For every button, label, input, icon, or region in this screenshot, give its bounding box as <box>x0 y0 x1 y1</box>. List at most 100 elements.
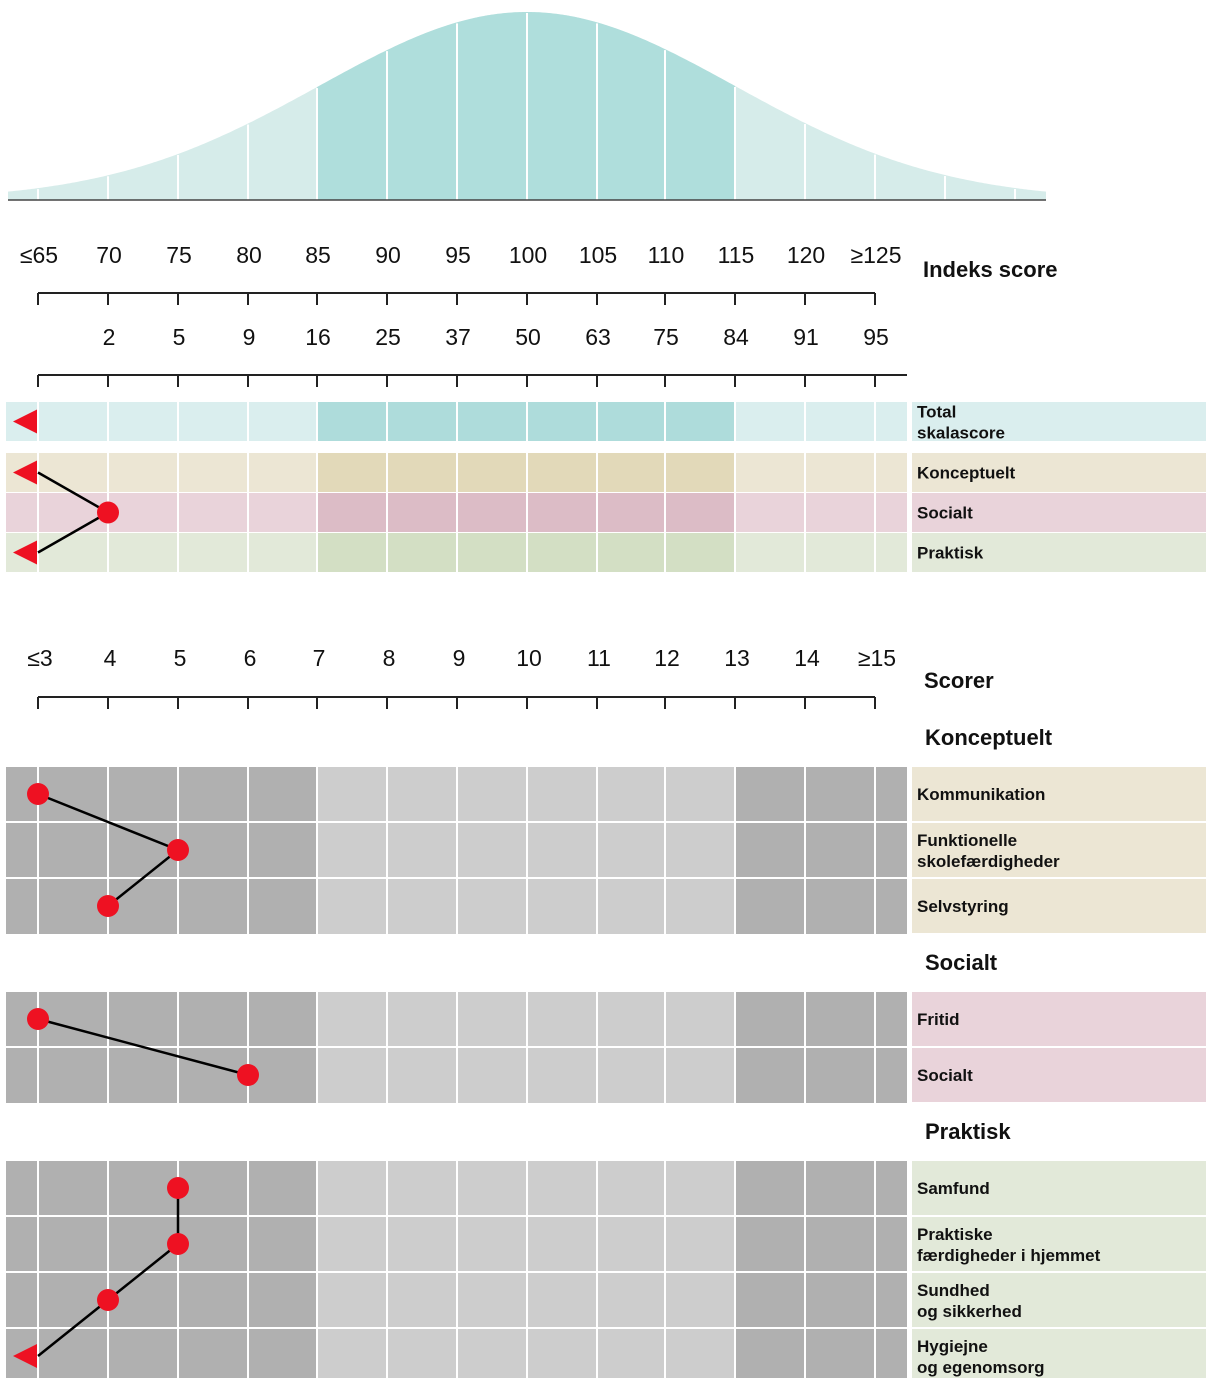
group-title-socialt: Socialt <box>925 950 998 975</box>
index-row-total-bg <box>912 402 1206 441</box>
index-tick-label: ≥125 <box>851 242 902 268</box>
scaled-row-label: Socialt <box>917 1066 973 1085</box>
group-title-praktisk: Praktisk <box>925 1119 1011 1144</box>
scaled-row-label: Hygiejne <box>917 1337 988 1356</box>
percentile-tick-label: 95 <box>863 324 889 350</box>
scaled-tick-label: 13 <box>724 645 750 671</box>
scaled-band <box>6 1327 907 1378</box>
scaled-row-bg <box>912 992 1206 1046</box>
percentile-tick-label: 5 <box>173 324 186 350</box>
score-band <box>6 533 907 572</box>
score-band <box>6 453 907 492</box>
scaled-tick-label: 11 <box>587 645 611 671</box>
scaled-row-label: Samfund <box>917 1179 990 1198</box>
index-tick-label: 80 <box>236 242 262 268</box>
scaled-row-bg <box>912 879 1206 933</box>
scaled-row-bg <box>912 823 1206 877</box>
scaled-row-bg <box>912 1217 1206 1271</box>
scaled-row-bg <box>912 1273 1206 1327</box>
scaled-row-bg <box>912 767 1206 821</box>
scaled-row-label: og egenomsorg <box>917 1358 1045 1377</box>
percentile-tick-label: 25 <box>375 324 401 350</box>
scaled-band <box>6 821 907 878</box>
index-tick-label: 120 <box>787 242 825 268</box>
scaled-row-bg <box>912 1161 1206 1215</box>
index-total-triangle-marker <box>13 409 37 434</box>
index-socialt-circle-marker <box>97 501 119 524</box>
scaled-tick-label: 12 <box>654 645 680 671</box>
scaled-tick-label: 10 <box>516 645 542 671</box>
index-row-praktisk-label: Praktisk <box>917 544 984 563</box>
index-row-total-label: skalascore <box>917 424 1005 443</box>
scaled-socialt-circle-marker <box>237 1064 259 1086</box>
subdomain-profile-line-praktisk <box>37 1188 180 1357</box>
scaled-band <box>6 990 907 1047</box>
scaled-tick-label: 4 <box>104 645 117 671</box>
index-tick-label: 70 <box>96 242 122 268</box>
index-tick-label: 75 <box>166 242 192 268</box>
percentile-tick-label: 84 <box>723 324 749 350</box>
index-tick-label: 85 <box>305 242 331 268</box>
scaled-tick-label: 6 <box>244 645 257 671</box>
percentile-tick-label: 16 <box>305 324 331 350</box>
scaled-tick-label: ≤3 <box>27 645 52 671</box>
scaled-praktisk-circle-marker <box>97 1289 119 1311</box>
percentile-tick-label: 37 <box>445 324 471 350</box>
index-praktisk-triangle-marker <box>13 540 37 565</box>
percentile-tick-label: 91 <box>793 324 819 350</box>
scaled-band <box>6 765 907 822</box>
scaled-row-label: Selvstyring <box>917 897 1009 916</box>
index-konceptuelt-triangle-marker <box>13 460 37 485</box>
scaled-row-label: Kommunikation <box>917 785 1045 804</box>
scaled-praktisk-triangle-marker <box>13 1344 37 1368</box>
percentile-tick-label: 63 <box>585 324 611 350</box>
scaled-konceptuelt-circle-marker <box>27 783 49 805</box>
scaled-row-label: og sikkerhed <box>917 1302 1022 1321</box>
percentile-tick-label: 50 <box>515 324 541 350</box>
index-tick-label: 95 <box>445 242 471 268</box>
scaled-tick-label: 9 <box>453 645 466 671</box>
index-tick-label: ≤65 <box>20 242 58 268</box>
score-band <box>6 402 907 441</box>
group-title-konceptuelt: Konceptuelt <box>925 725 1053 750</box>
index-row-konceptuelt-bg <box>912 453 1206 492</box>
axes: ≤65 70 75 80 85 90 95 100 105 110 115 120 ≥125Indeks… <box>20 242 1058 1144</box>
scaled-row-bg <box>912 1329 1206 1378</box>
scaled-row-label: skolefærdigheder <box>917 852 1060 871</box>
scaled-tick-label: ≥15 <box>858 645 896 671</box>
index-row-konceptuelt-label: Konceptuelt <box>917 464 1016 483</box>
percentile-tick-label: 9 <box>243 324 256 350</box>
scaled-band <box>6 1046 907 1103</box>
scaled-axis-title: Scorer <box>924 668 994 693</box>
scaled-socialt-circle-marker <box>27 1008 49 1030</box>
scaled-row-label: Funktionelle <box>917 831 1017 850</box>
normal-distribution-curve <box>8 12 1046 201</box>
percentile-tick-label: 75 <box>653 324 679 350</box>
index-row-socialt-label: Socialt <box>917 504 973 523</box>
scaled-tick-label: 7 <box>313 645 326 671</box>
scaled-konceptuelt-circle-marker <box>97 895 119 917</box>
percentile-tick-label: 2 <box>103 324 116 350</box>
scaled-band <box>6 1215 907 1272</box>
scaled-row-label: Praktiske <box>917 1225 993 1244</box>
index-row-total-label: Total <box>917 403 956 422</box>
profile-markers <box>13 409 259 1368</box>
score-rows: Total skalascore Konceptuelt Socialt Praktis… <box>6 402 1206 1378</box>
scaled-tick-label: 8 <box>383 645 396 671</box>
scaled-row-bg <box>912 1048 1206 1102</box>
index-tick-label: 90 <box>375 242 401 268</box>
scaled-row-label: Fritid <box>917 1010 960 1029</box>
subdomain-profile-line-socialt <box>37 1017 249 1077</box>
scaled-konceptuelt-circle-marker <box>167 839 189 861</box>
index-tick-label: 105 <box>579 242 617 268</box>
index-tick-label: 110 <box>648 242 685 268</box>
index-row-socialt-bg <box>912 493 1206 532</box>
scaled-tick-label: 5 <box>174 645 187 671</box>
index-tick-label: 115 <box>718 242 755 268</box>
scaled-row-label: færdigheder i hjemmet <box>917 1246 1101 1265</box>
scaled-band <box>6 1159 907 1216</box>
index-row-praktisk-bg <box>912 533 1206 572</box>
score-band <box>6 493 907 532</box>
scaled-praktisk-circle-marker <box>167 1177 189 1199</box>
